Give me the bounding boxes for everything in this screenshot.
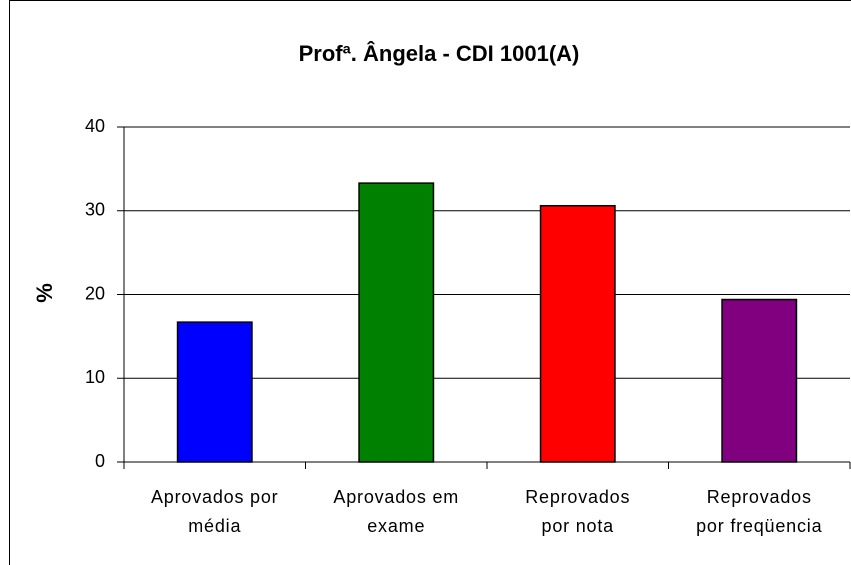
y-tick-label: 10 [85,367,105,387]
chart-title: Profª. Ângela - CDI 1001(A) [299,41,580,66]
x-tick-label-line: Aprovados em [333,487,459,507]
x-tick-label-line: média [188,516,241,536]
bar [539,204,616,463]
x-tick-label: Aprovados em exame [333,487,459,536]
x-tick-label-line: Reprovados [707,487,812,507]
x-tick-label-line: exame [367,516,425,536]
y-axis-label: % [32,283,57,303]
x-tick-label-line: Aprovados por [151,487,278,507]
x-tick-label-line: por nota [542,516,615,536]
x-tick-label: Aprovados por média [151,487,278,536]
y-tick-label: 40 [85,116,105,136]
bar [176,321,253,463]
x-tick-label-line: por freqüencia [696,516,822,536]
bar [358,182,435,463]
x-tick-label: Reprovados por freqüencia [696,487,822,536]
y-tick-label: 20 [85,283,105,303]
x-tick-label: Reprovados por nota [525,487,630,536]
x-tick-label-line: Reprovados [525,487,630,507]
y-tick-label: 30 [85,200,105,220]
bar [721,298,798,463]
y-tick-label: 0 [95,451,105,471]
